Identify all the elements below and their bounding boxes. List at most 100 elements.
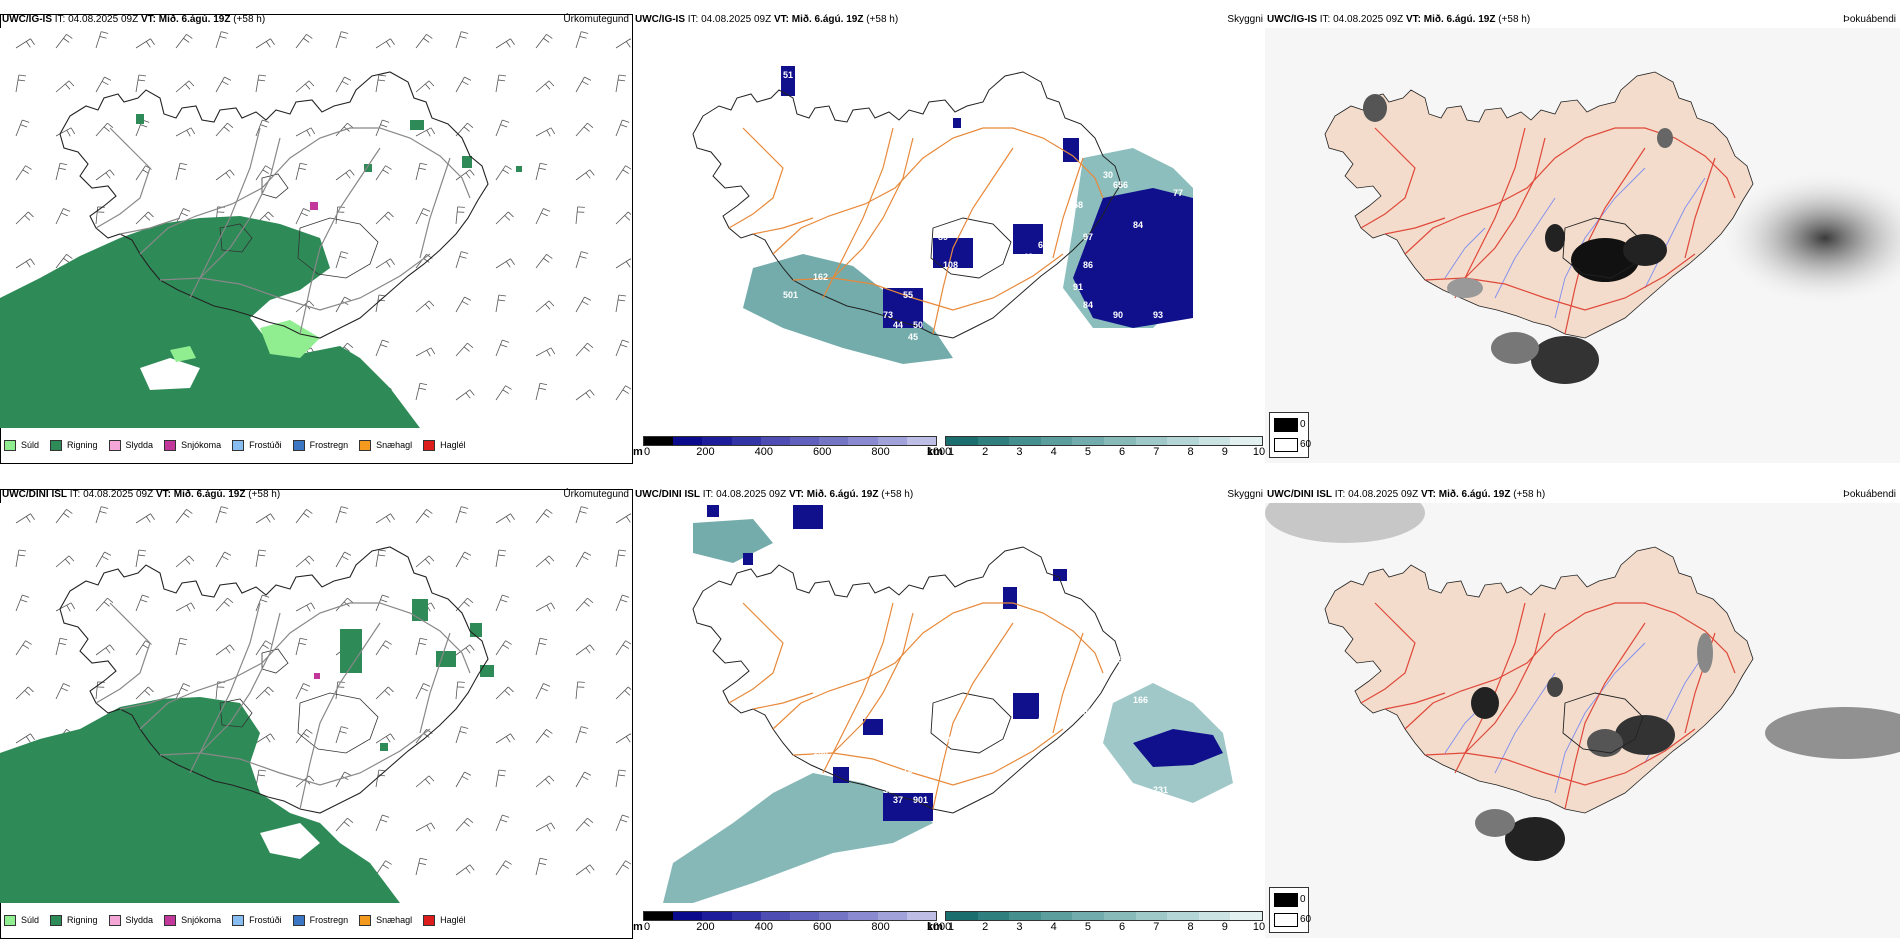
legend-item: Haglél xyxy=(423,440,466,452)
ceiling-value: 79 xyxy=(1113,785,1123,795)
ceiling-value: 94 xyxy=(1023,727,1033,737)
low-ceiling-sea xyxy=(1073,188,1193,328)
legend-item: Frostregn xyxy=(292,915,348,927)
panel-title: Þokuábendi xyxy=(1843,489,1896,500)
ceiling-value: 45 xyxy=(908,332,918,342)
tick-label: 4 xyxy=(1050,446,1057,458)
ceiling-value: 37 xyxy=(883,785,893,795)
colorbar-cell xyxy=(1230,437,1262,445)
legend-swatch xyxy=(108,915,121,927)
ceiling-value: 89 xyxy=(938,232,948,242)
legend-label: Snjókoma xyxy=(181,915,222,925)
ceiling-value: 67 xyxy=(973,707,983,717)
legend-item: Slydda xyxy=(108,915,153,927)
panel-header: UWC/IG-IS IT: 04.08.2025 09Z VT: Mið. 6.… xyxy=(2,14,629,28)
tick-label: 800 xyxy=(871,921,890,933)
fog-legend-black-value: 0 xyxy=(1300,419,1306,430)
colorbar-cell xyxy=(1103,912,1136,920)
legend-item: Snæhagl xyxy=(359,440,413,452)
tick-label: 800 xyxy=(871,446,890,458)
init-time: IT: 04.08.2025 09Z xyxy=(1319,14,1404,25)
ceiling-value: 901 xyxy=(913,795,928,805)
ceiling-value: 240 xyxy=(1083,775,1098,785)
ceiling-value: 30 xyxy=(1103,170,1113,180)
ceiling-value: 501 xyxy=(783,290,798,300)
ceiling-value: 106 xyxy=(1033,282,1048,292)
ceiling-value: 86 xyxy=(1083,260,1093,270)
ceiling-value: 84 xyxy=(1083,300,1093,310)
fog-patches xyxy=(1471,633,1713,861)
panel-title: Skyggni xyxy=(1227,489,1263,500)
panel-header: UWC/DINI ISL IT: 04.08.2025 09Z VT: Mið.… xyxy=(635,489,1225,503)
tick-label: 1000 xyxy=(926,446,952,458)
tick-label: 9 xyxy=(1221,921,1228,933)
colorbar-cell xyxy=(1040,912,1073,920)
tick-label: 9 xyxy=(1221,446,1228,458)
fog-legend-white-value: 60 xyxy=(1300,439,1312,450)
drizzle-area xyxy=(260,320,320,358)
legend-label: Snæhagl xyxy=(376,440,413,450)
model-name: UWC/IG-IS xyxy=(635,14,685,25)
fog-map xyxy=(1265,28,1900,463)
ceiling-value: 87 xyxy=(1033,757,1043,767)
ceiling-value: 90 xyxy=(1173,663,1183,673)
fog-panel: UWC/DINI ISL IT: 04.08.2025 09Z VT: Mið.… xyxy=(1265,475,1900,950)
ceiling-value: 73 xyxy=(938,707,948,717)
legend-label: Slydda xyxy=(125,440,154,450)
colorbar-cell xyxy=(1009,437,1041,445)
colorbar-cell xyxy=(946,912,978,920)
legend-swatch xyxy=(4,440,16,452)
ceiling-value: 108 xyxy=(943,260,958,270)
colorbar-cell xyxy=(819,437,849,445)
colorbar-cell xyxy=(702,912,732,920)
colorbar-cell xyxy=(877,437,907,445)
legend-label: Snjókoma xyxy=(181,440,222,450)
ceiling-value: 48 xyxy=(1023,252,1033,262)
legend-label: Frostúði xyxy=(249,440,282,450)
tick-label: 1 xyxy=(947,446,955,458)
colorbar-cell xyxy=(1040,437,1073,445)
ceiling-value: 90 xyxy=(1113,310,1123,320)
legend-label: Rigning xyxy=(67,440,98,450)
lead-time: (+58 h) xyxy=(1498,14,1531,25)
legend-item: Frostregn xyxy=(292,440,348,452)
colorbar-cell xyxy=(977,912,1010,920)
precip-legend: Súld Rigning Slydda Snjókoma Frostúði Frostre… xyxy=(4,915,477,929)
colorbar-cell xyxy=(946,437,978,445)
rain-patch xyxy=(260,823,320,859)
legend-label: Frostúði xyxy=(249,915,282,925)
low-visibility-sea xyxy=(693,519,773,563)
rain-cells xyxy=(340,599,494,751)
tick-label: 8 xyxy=(1187,921,1194,933)
ceiling-value: 150 xyxy=(813,747,828,757)
tick-label: 1000 xyxy=(926,921,952,933)
visibility-colorbar xyxy=(945,911,1263,921)
legend-item: Slydda xyxy=(108,440,154,452)
tick-label: 400 xyxy=(754,446,773,458)
colorbar-cell xyxy=(731,437,761,445)
valid-time: VT: Mið. 6.ágú. 19Z xyxy=(788,489,879,500)
tick-label: 6 xyxy=(1119,446,1126,458)
valid-time: VT: Mið. 6.ágú. 19Z xyxy=(140,14,231,25)
tick-label: 2 xyxy=(982,921,989,933)
legend-item: Haglél xyxy=(423,915,466,927)
ceiling-colorbar xyxy=(643,911,937,921)
legend-item: Súld xyxy=(4,915,39,927)
colorbar-cell xyxy=(1135,437,1168,445)
ceiling-value: 10 xyxy=(1073,675,1083,685)
low-ceiling-sea xyxy=(1133,729,1223,767)
precip-type-map xyxy=(0,28,631,428)
ceiling-value: 79 xyxy=(973,232,983,242)
legend-swatch xyxy=(359,915,372,927)
tick-label: 1 xyxy=(947,921,955,933)
ceiling-value: 84 xyxy=(1133,220,1143,230)
colorbar-cell xyxy=(848,437,878,445)
ceiling-value: 50 xyxy=(913,320,923,330)
legend-label: Snæhagl xyxy=(376,915,413,925)
init-time: IT: 04.08.2025 09Z xyxy=(54,14,139,25)
tick-label: 7 xyxy=(1153,921,1160,933)
legend-swatch xyxy=(164,915,177,927)
legend-item: Rigning xyxy=(50,440,98,452)
init-time: IT: 04.08.2025 09Z xyxy=(1334,489,1419,500)
